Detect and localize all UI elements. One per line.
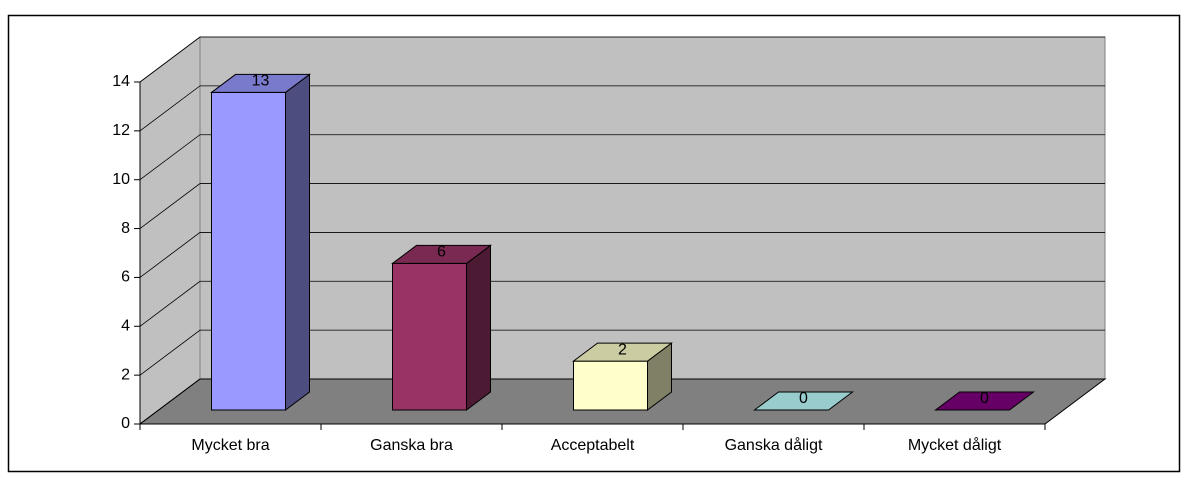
data-label: 0 (980, 390, 989, 407)
grid-line (139, 36, 1105, 83)
bar (753, 391, 854, 411)
data-label: 2 (618, 341, 627, 358)
grid-line (139, 280, 1105, 327)
y-tick-label: 0 (121, 415, 130, 432)
x-tick-label: Mycket bra (191, 437, 269, 454)
grid-line (139, 329, 1105, 376)
y-tick-label: 2 (121, 366, 130, 383)
grid-line (139, 232, 1105, 278)
bar (211, 91, 286, 411)
data-label: 0 (799, 390, 808, 407)
x-tick-label: Ganska dåligt (725, 436, 823, 454)
data-label: 13 (252, 73, 270, 90)
y-tick-label: 10 (112, 171, 130, 188)
back-wall (199, 36, 1106, 380)
data-label: 6 (437, 244, 446, 261)
bar-side (285, 73, 310, 411)
y-tick-label: 12 (112, 122, 130, 139)
bar-top (572, 342, 673, 362)
y-tick-label: 6 (121, 269, 130, 286)
grid-line (139, 134, 1105, 181)
x-tick-label: Ganska bra (370, 437, 453, 454)
y-tick-label: 14 (112, 73, 130, 90)
bar-top (210, 73, 311, 93)
bar (934, 391, 1035, 411)
y-tick-label: 8 (121, 220, 130, 237)
y-tick-label: 4 (121, 318, 130, 335)
grid-line (139, 85, 1105, 132)
bar (392, 262, 467, 411)
x-tick-label: Mycket dåligt (908, 436, 1002, 454)
x-tick-label: Acceptabelt (551, 437, 635, 454)
bar (573, 360, 648, 411)
side-wall (139, 36, 201, 425)
grid-line (139, 183, 1105, 229)
grid-line (139, 378, 1105, 425)
bar-top (390, 244, 493, 264)
bar-side (466, 244, 491, 411)
